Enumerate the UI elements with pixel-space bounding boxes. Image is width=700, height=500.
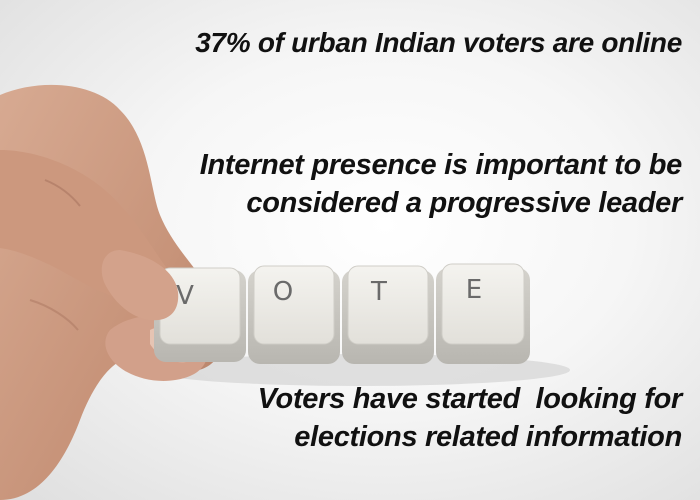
key-t-label: T (370, 277, 387, 307)
key-e: E (436, 263, 530, 364)
caption-internet-presence-line-2: considered a progressive leader (246, 187, 682, 219)
key-e-label: E (466, 275, 482, 305)
caption-internet-presence: Internet presence is important to be con… (199, 146, 683, 222)
knuckle-crease (29, 299, 79, 331)
key-o-label: O (273, 277, 293, 307)
key-o: O (248, 265, 340, 364)
caption-voters-information-line-2: elections related information (294, 421, 682, 453)
caption-online-voters-text: 37% of urban Indian voters are online (195, 27, 682, 58)
caption-voters-information: Voters have started looking for election… (257, 380, 683, 456)
caption-online-voters: 37% of urban Indian voters are online (195, 26, 682, 60)
hand-finger-on-key (101, 250, 179, 321)
knuckle-crease (44, 179, 81, 207)
key-t: T (342, 265, 434, 364)
caption-voters-information-line-1: Voters have started looking for (257, 383, 683, 415)
key-v-label: V (176, 281, 194, 311)
caption-internet-presence-line-1: Internet presence is important to be (199, 149, 683, 181)
